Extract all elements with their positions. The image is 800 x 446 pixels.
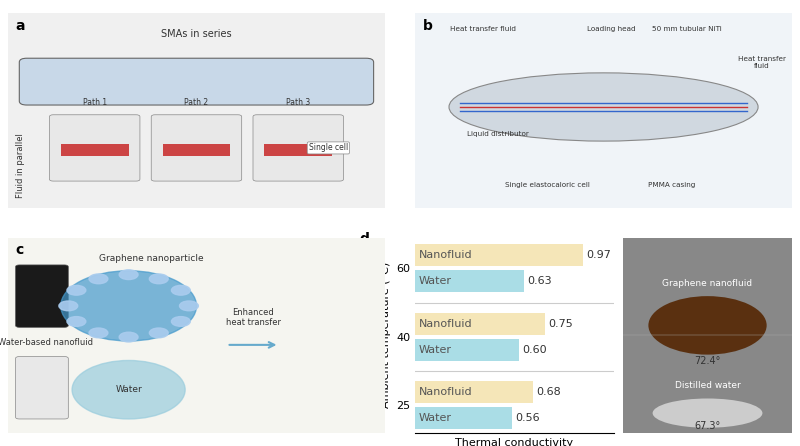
Text: 72.4°: 72.4° [694, 356, 721, 366]
Text: d: d [359, 232, 370, 246]
Circle shape [150, 274, 168, 284]
Ellipse shape [449, 73, 758, 141]
Circle shape [119, 270, 138, 280]
FancyBboxPatch shape [151, 115, 242, 181]
Circle shape [171, 285, 190, 295]
Bar [415, 407, 512, 429]
Text: Enhanced
heat transfer: Enhanced heat transfer [226, 308, 281, 327]
Bar [415, 381, 533, 403]
Text: PMMA casing: PMMA casing [648, 182, 695, 188]
Ellipse shape [653, 398, 762, 428]
Bar [415, 339, 518, 361]
Text: Path 2: Path 2 [184, 98, 209, 107]
X-axis label: Thermal conductivity
(W m⁻¹ K⁻¹): Thermal conductivity (W m⁻¹ K⁻¹) [455, 438, 574, 446]
Circle shape [72, 360, 185, 419]
Text: Liquid distributor: Liquid distributor [467, 131, 529, 137]
Text: Path 3: Path 3 [286, 98, 310, 107]
Text: 0.60: 0.60 [522, 345, 547, 355]
FancyBboxPatch shape [264, 144, 332, 156]
Text: 0.63: 0.63 [527, 277, 552, 286]
Bar [415, 244, 582, 266]
Text: c: c [15, 244, 24, 257]
Bar [415, 270, 524, 293]
Circle shape [150, 328, 168, 338]
FancyBboxPatch shape [50, 115, 140, 181]
Circle shape [61, 271, 197, 341]
Text: Single cell: Single cell [309, 144, 348, 153]
FancyBboxPatch shape [61, 144, 129, 156]
Circle shape [59, 301, 78, 311]
Circle shape [67, 285, 86, 295]
FancyBboxPatch shape [253, 115, 343, 181]
Text: Single elastocaloric cell: Single elastocaloric cell [505, 182, 590, 188]
Text: Heat transfer
fluid: Heat transfer fluid [738, 56, 786, 69]
Text: 50 mm tubular NiTi: 50 mm tubular NiTi [651, 26, 722, 32]
FancyBboxPatch shape [15, 356, 68, 419]
Text: Distilled water: Distilled water [674, 381, 740, 390]
Text: Water: Water [418, 277, 451, 286]
FancyBboxPatch shape [15, 265, 68, 327]
Bar [415, 313, 545, 335]
Circle shape [179, 301, 198, 311]
Text: SMAs in series: SMAs in series [161, 29, 232, 39]
Text: Water: Water [115, 385, 142, 394]
Text: a: a [15, 19, 25, 33]
Text: b: b [422, 19, 433, 33]
Text: Water: Water [418, 413, 451, 423]
Text: Nanofluid: Nanofluid [418, 387, 472, 397]
Text: Loading head: Loading head [586, 26, 635, 32]
Text: 0.68: 0.68 [536, 387, 561, 397]
FancyBboxPatch shape [162, 144, 230, 156]
Circle shape [119, 332, 138, 342]
Text: Nanofluid: Nanofluid [418, 250, 472, 260]
Y-axis label: Ambient temperature (°C): Ambient temperature (°C) [381, 262, 390, 408]
Text: Nanofluid: Nanofluid [418, 319, 472, 329]
Circle shape [89, 328, 108, 338]
Circle shape [171, 317, 190, 326]
Text: Graphene nanofluid: Graphene nanofluid [662, 279, 753, 289]
Text: 0.56: 0.56 [515, 413, 540, 423]
Text: 67.3°: 67.3° [694, 421, 721, 431]
Text: Graphene nanoparticle: Graphene nanoparticle [99, 254, 203, 263]
Text: Water-based nanofluid: Water-based nanofluid [0, 338, 93, 347]
Text: 0.75: 0.75 [548, 319, 573, 329]
Ellipse shape [648, 296, 766, 355]
Text: 0.97: 0.97 [586, 250, 611, 260]
Circle shape [67, 317, 86, 326]
FancyBboxPatch shape [19, 58, 374, 105]
Text: Path 1: Path 1 [82, 98, 106, 107]
Text: Heat transfer fluid: Heat transfer fluid [450, 26, 516, 32]
Text: Water: Water [418, 345, 451, 355]
Circle shape [89, 274, 108, 284]
Text: Fluid in parallel: Fluid in parallel [15, 133, 25, 198]
